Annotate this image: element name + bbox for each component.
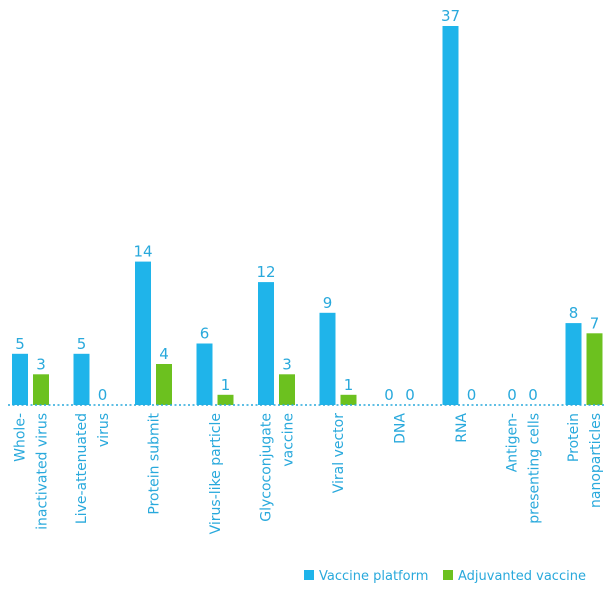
- category-label-glycoconjugate-vaccine-line-1: Glycoconjugate: [259, 413, 275, 522]
- category-label-protein-nanoparticles-line-2: nanoparticles: [588, 413, 604, 508]
- value-label-vaccine-platform-antigen-presenting-cells: 0: [507, 386, 517, 404]
- bar-vaccine-platform-protein-submit: [135, 261, 151, 405]
- value-label-adjuvanted-vaccine-glycoconjugate-vaccine: 3: [282, 355, 292, 373]
- bar-adjuvanted-vaccine-whole-inactivated-virus: [33, 374, 49, 405]
- value-label-adjuvanted-vaccine-protein-submit: 4: [159, 345, 169, 363]
- bar-vaccine-platform-protein-nanoparticles: [565, 323, 582, 405]
- category-label-whole-inactivated-virus-line-2: inactivated virus: [35, 413, 51, 530]
- value-label-vaccine-platform-viral-vector: 9: [323, 294, 333, 312]
- value-label-vaccine-platform-whole-inactivated-virus: 5: [15, 335, 25, 353]
- value-label-vaccine-platform-dna: 0: [384, 386, 394, 404]
- bar-adjuvanted-vaccine-protein-nanoparticles: [586, 333, 603, 405]
- bar-vaccine-platform-glycoconjugate-vaccine: [258, 282, 274, 405]
- value-label-adjuvanted-vaccine-virus-like-particle: 1: [221, 376, 231, 394]
- value-label-adjuvanted-vaccine-live-attenuated-virus: 0: [98, 386, 108, 404]
- bar-adjuvanted-vaccine-glycoconjugate-vaccine: [279, 374, 295, 405]
- category-label-protein-submit: Protein submit: [147, 413, 163, 515]
- category-label-rna: RNA: [454, 413, 470, 443]
- value-label-adjuvanted-vaccine-antigen-presenting-cells: 0: [528, 386, 538, 404]
- category-label-viral-vector: Viral vector: [331, 413, 347, 493]
- bar-vaccine-platform-whole-inactivated-virus: [12, 353, 28, 405]
- category-label-live-attenuated-virus-line-2: virus: [96, 413, 112, 447]
- bar-adjuvanted-vaccine-virus-like-particle: [217, 394, 234, 405]
- value-label-vaccine-platform-protein-nanoparticles: 8: [569, 304, 579, 322]
- category-label-antigen-presenting-cells-line-2: presenting cells: [527, 413, 543, 524]
- category-label-whole-inactivated-virus-line-1: Whole-: [13, 413, 29, 462]
- bar-vaccine-platform-live-attenuated-virus: [73, 353, 90, 405]
- value-label-vaccine-platform-glycoconjugate-vaccine: 12: [256, 263, 275, 281]
- value-label-vaccine-platform-live-attenuated-virus: 5: [77, 335, 87, 353]
- value-label-adjuvanted-vaccine-viral-vector: 1: [344, 376, 354, 394]
- value-label-vaccine-platform-rna: 37: [441, 7, 460, 25]
- bar-vaccine-platform-rna: [442, 26, 459, 405]
- value-label-adjuvanted-vaccine-protein-nanoparticles: 7: [590, 314, 600, 332]
- category-label-antigen-presenting-cells-line-1: Antigen-: [505, 413, 521, 472]
- legend-swatch-adjuvanted-vaccine: [443, 570, 453, 580]
- category-label-glycoconjugate-vaccine-line-2: vaccine: [281, 413, 297, 467]
- legend-label-adjuvanted-vaccine: Adjuvanted vaccine: [458, 569, 586, 584]
- category-label-live-attenuated-virus-line-1: Live-attenuated: [74, 413, 90, 524]
- legend-label-vaccine-platform: Vaccine platform: [319, 569, 428, 584]
- bar-adjuvanted-vaccine-viral-vector: [340, 394, 357, 405]
- bar-vaccine-platform-viral-vector: [319, 312, 336, 405]
- legend: Vaccine platform Adjuvanted vaccine: [304, 569, 586, 584]
- bar-vaccine-platform-virus-like-particle: [196, 343, 213, 405]
- bar-adjuvanted-vaccine-protein-submit: [156, 364, 172, 405]
- value-label-vaccine-platform-virus-like-particle: 6: [200, 325, 210, 343]
- bars-layer: [12, 26, 603, 405]
- category-label-protein-nanoparticles-line-1: Protein: [566, 413, 582, 462]
- value-label-adjuvanted-vaccine-rna: 0: [467, 386, 477, 404]
- value-label-vaccine-platform-protein-submit: 14: [133, 243, 152, 261]
- category-labels-layer: Whole-inactivated virus Live-attenuated vi…: [13, 413, 605, 535]
- value-label-adjuvanted-vaccine-whole-inactivated-virus: 3: [36, 355, 46, 373]
- category-label-dna: DNA: [393, 413, 409, 444]
- legend-swatch-vaccine-platform: [304, 570, 314, 580]
- category-label-virus-like-particle: Virus-like particle: [208, 413, 224, 534]
- value-label-adjuvanted-vaccine-dna: 0: [405, 386, 415, 404]
